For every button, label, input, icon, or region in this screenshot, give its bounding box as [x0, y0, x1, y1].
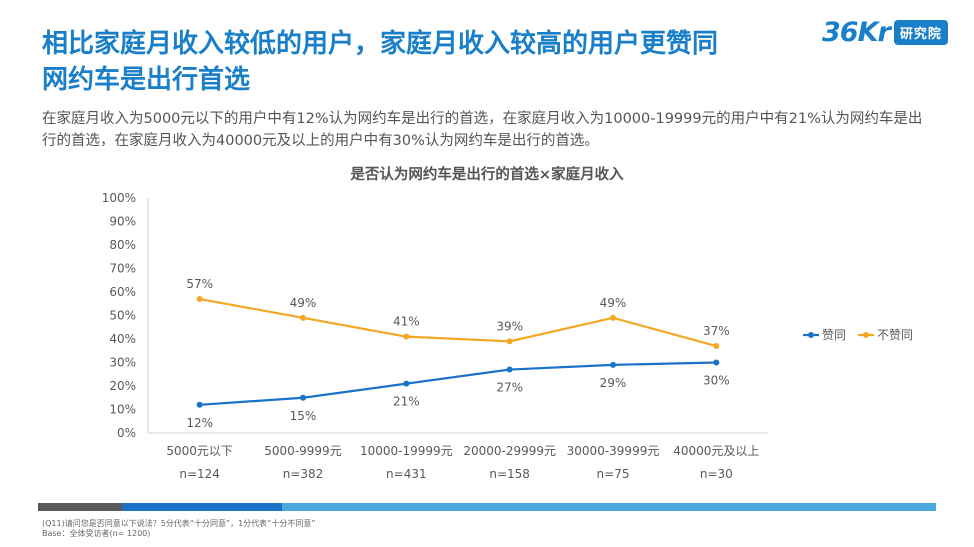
- data-point: [403, 333, 410, 340]
- data-point: [610, 314, 616, 321]
- data-point: [196, 401, 203, 408]
- data-point: [506, 338, 513, 345]
- y-tick-label: 70%: [109, 262, 136, 276]
- data-point: [196, 296, 203, 303]
- data-point: [610, 361, 616, 368]
- brand-logo: 36Kr 研究院: [822, 12, 948, 52]
- sample-size-label: n=158: [489, 467, 530, 481]
- y-tick-label: 40%: [109, 332, 136, 346]
- sample-size-label: n=431: [386, 467, 427, 481]
- data-point: [506, 366, 513, 373]
- data-label: 57%: [186, 277, 213, 291]
- data-point: [300, 394, 306, 401]
- data-label: 27%: [496, 381, 523, 395]
- footer-bar-light: [282, 503, 936, 511]
- y-tick-label: 10%: [109, 403, 136, 417]
- data-label: 21%: [393, 395, 420, 409]
- x-tick-label: 5000元以下: [166, 444, 233, 458]
- x-tick-label: 10000-19999元: [360, 444, 453, 458]
- y-tick-label: 80%: [109, 238, 136, 252]
- data-label: 41%: [393, 315, 420, 329]
- series-line-1: [199, 297, 717, 348]
- data-label: 15%: [290, 409, 317, 423]
- legend-marker: [808, 332, 814, 338]
- sample-size-label: n=382: [283, 467, 324, 481]
- base-note: Base：全体受访者(n= 1200): [42, 529, 151, 538]
- sample-size-label: n=30: [700, 467, 733, 481]
- page-title-line-1: 相比家庭月收入较低的用户，家庭月收入较高的用户更赞同: [42, 29, 719, 59]
- sample-size-label: n=75: [597, 467, 630, 481]
- footer-bar-dark: [38, 503, 122, 511]
- logo-mark: 36Kr: [822, 16, 891, 48]
- legend-label: 不赞同: [877, 328, 913, 342]
- series-line-0: [199, 361, 717, 406]
- data-point: [713, 359, 720, 366]
- data-point: [403, 380, 410, 387]
- x-tick-label: 5000-9999元: [264, 444, 341, 458]
- data-label: 39%: [496, 319, 523, 333]
- x-tick-label: 20000-29999元: [463, 444, 556, 458]
- data-label: 37%: [703, 324, 730, 338]
- footer-notes: (Q11)请问您是否同意以下说法？5分代表“十分同意”，1分代表“十分不同意” …: [42, 519, 315, 539]
- page-title-line-2: 网约车是出行首选: [42, 65, 251, 95]
- data-label: 12%: [186, 416, 213, 430]
- data-point: [713, 343, 720, 350]
- logo-badge: 研究院: [893, 19, 948, 45]
- data-label: 49%: [600, 296, 627, 310]
- x-tick-label: 40000元及以上: [673, 444, 759, 458]
- chart-title: 是否认为网约车是出行的首选×家庭月收入: [350, 167, 624, 183]
- y-tick-label: 20%: [109, 379, 136, 393]
- y-tick-label: 100%: [102, 191, 136, 205]
- data-point: [300, 314, 306, 321]
- x-tick-label: 30000-39999元: [567, 444, 660, 458]
- y-tick-label: 60%: [109, 285, 136, 299]
- footer-bar-blue: [122, 503, 282, 511]
- legend-label: 赞同: [822, 328, 846, 342]
- data-label: 29%: [600, 376, 627, 390]
- data-label: 30%: [703, 374, 730, 388]
- y-tick-label: 0%: [117, 426, 136, 440]
- legend-marker: [863, 332, 869, 338]
- sample-size-label: n=124: [179, 467, 220, 481]
- y-tick-label: 30%: [109, 356, 136, 370]
- y-tick-label: 50%: [109, 309, 136, 323]
- y-tick-label: 90%: [109, 215, 136, 229]
- description-text: 在家庭月收入为5000元以下的用户中有12%认为网约车是出行的首选，在家庭月收入…: [42, 111, 923, 149]
- page-title: 相比家庭月收入较低的用户，家庭月收入较高的用户更赞同 网约车是出行首选: [42, 26, 718, 98]
- data-label: 49%: [290, 296, 317, 310]
- question-note: (Q11)请问您是否同意以下说法？5分代表“十分同意”，1分代表“十分不同意”: [42, 519, 316, 528]
